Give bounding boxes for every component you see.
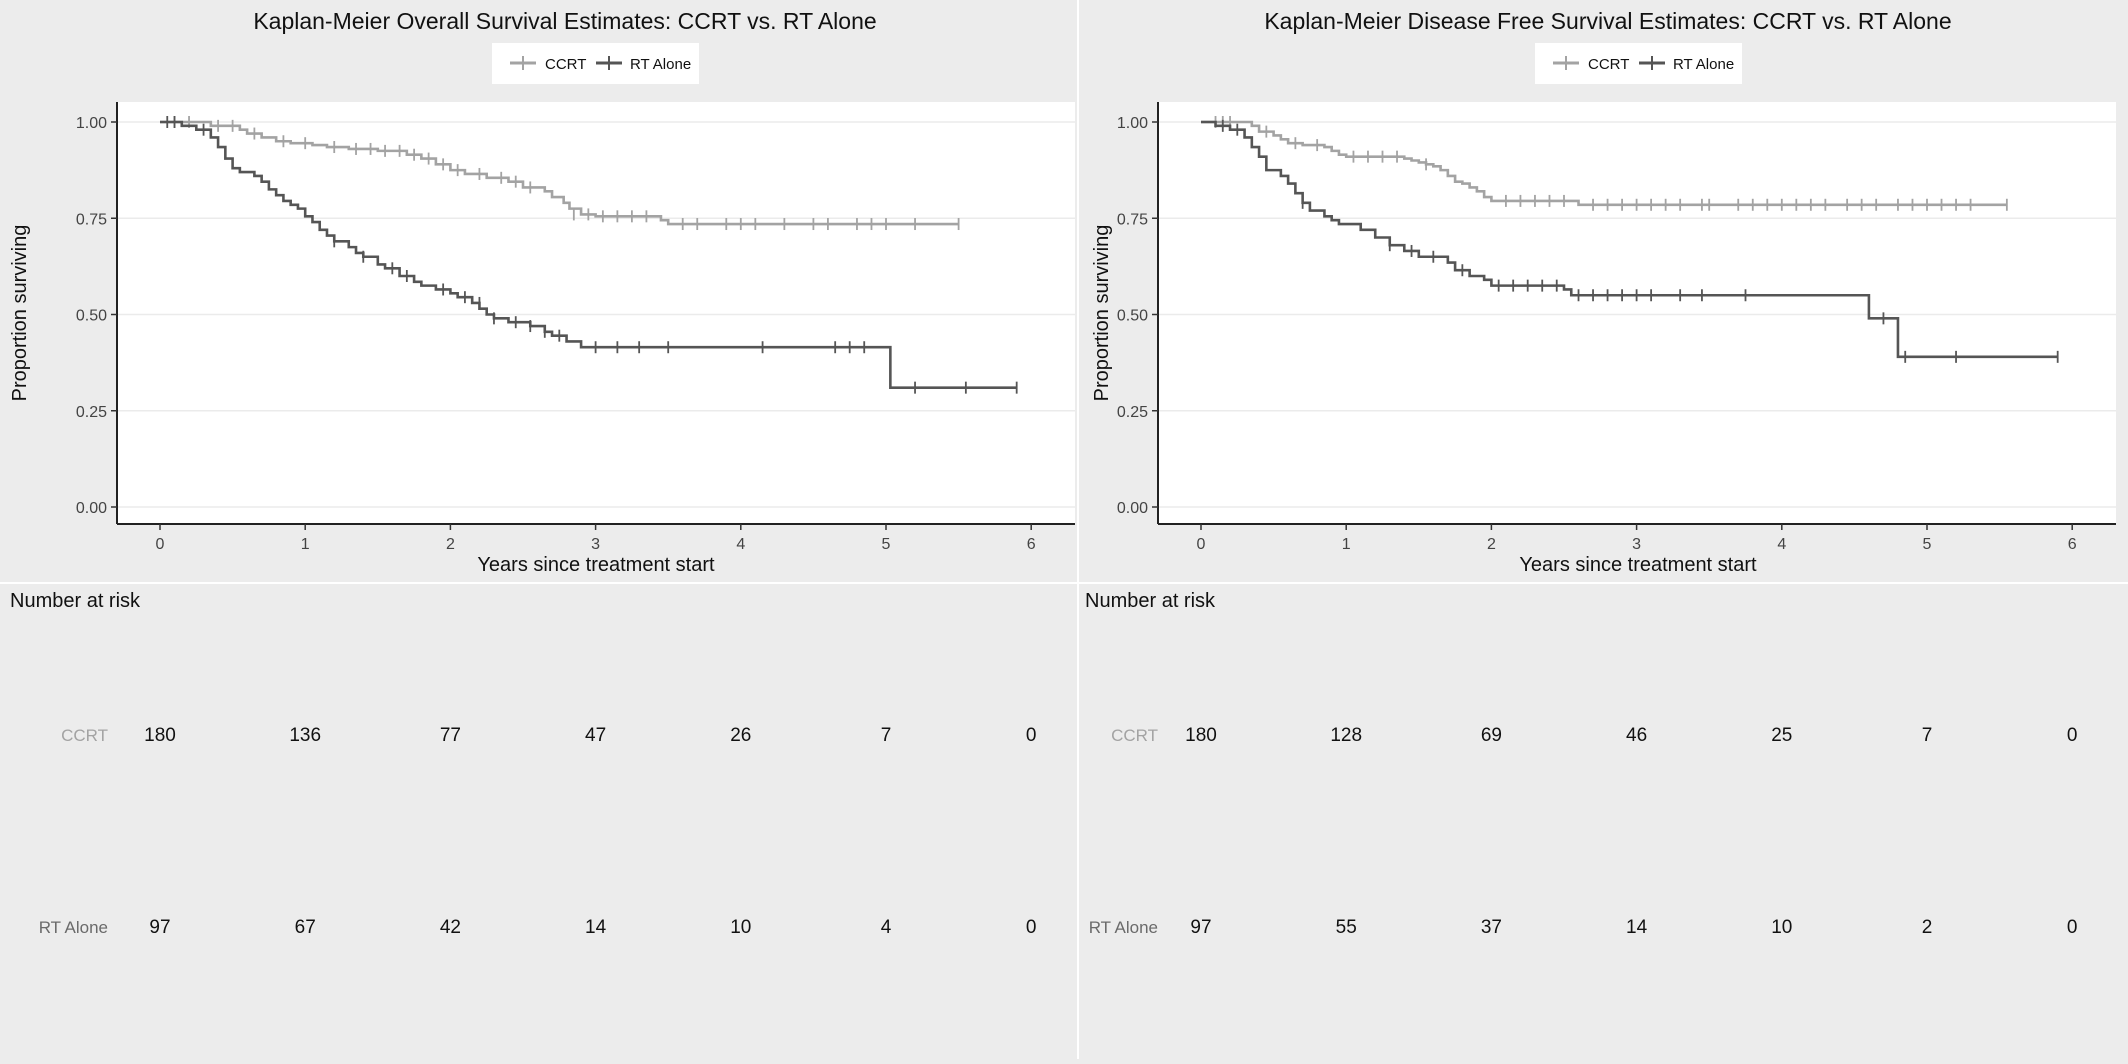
x-tick-label: 5 (1923, 536, 1932, 553)
y-axis-label: Proportion surviving (9, 225, 31, 402)
chart-title: Kaplan-Meier Disease Free Survival Estim… (1264, 8, 1951, 34)
y-tick-label: 0.50 (76, 308, 107, 325)
disease-free-survival-panel: Kaplan-Meier Disease Free Survival Estim… (1085, 8, 2116, 938)
risk-table-title: Number at risk (10, 590, 141, 612)
risk-value-rt-alone: 0 (1026, 917, 1037, 938)
legend-rt-label: RT Alone (630, 56, 691, 73)
horizontal-divider (0, 582, 2128, 584)
grid-lines (1158, 121, 2116, 508)
y-tick-label: 0.00 (76, 500, 107, 517)
x-tick-label: 1 (301, 536, 310, 553)
x-tick-label: 3 (1632, 536, 1641, 553)
risk-values: 180 128 69 46 25 7 0 97 55 37 14 10 2 0 (1185, 725, 2077, 938)
y-tick-label: 0.75 (1117, 211, 1148, 228)
y-tick-label: 0.50 (1117, 308, 1148, 325)
risk-value-rt-alone: 67 (295, 917, 316, 938)
risk-value-rt-alone: 10 (730, 917, 751, 938)
risk-value-ccrt: 128 (1330, 725, 1362, 746)
y-tick-label: 1.00 (1117, 115, 1148, 132)
risk-value-ccrt: 7 (881, 725, 892, 746)
series-line-ccrt (1201, 120, 2007, 207)
risk-row-label-ccrt: CCRT (61, 726, 108, 745)
risk-value-rt-alone: 4 (881, 917, 892, 938)
risk-table-title: Number at risk (1085, 590, 1216, 612)
legend-ccrt-label: CCRT (1588, 56, 1629, 73)
x-tick-label: 0 (1197, 536, 1206, 553)
legend-rt-label: RT Alone (1673, 56, 1734, 73)
y-tick-label: 0.00 (1117, 500, 1148, 517)
plot-area (117, 102, 1075, 524)
legend-ccrt-label: CCRT (545, 56, 586, 73)
y-tick-label: 0.25 (1117, 404, 1148, 421)
vertical-divider (1077, 0, 1079, 1059)
y-axis-label: Proportion surviving (1091, 225, 1113, 402)
risk-table: Number at risk CCRT RT Alone 180 128 69 46 2… (1085, 590, 2077, 938)
x-tick-label: 0 (156, 536, 165, 553)
risk-value-ccrt: 77 (440, 725, 461, 746)
risk-value-ccrt: 25 (1771, 725, 1792, 746)
risk-value-rt-alone: 14 (1626, 917, 1648, 938)
legend: CCRT RT Alone (492, 43, 699, 84)
y-tick-label: 0.75 (76, 211, 107, 228)
y-tick-label: 1.00 (76, 115, 107, 132)
x-tick-label: 1 (1342, 536, 1351, 553)
risk-row-label-ccrt: CCRT (1111, 726, 1158, 745)
plot-area (1158, 102, 2116, 524)
risk-value-ccrt: 0 (1026, 725, 1037, 746)
x-axis-label: Years since treatment start (477, 554, 715, 576)
risk-value-ccrt: 26 (730, 725, 751, 746)
risk-value-ccrt: 136 (289, 725, 321, 746)
risk-value-ccrt: 180 (1185, 725, 1217, 746)
x-tick-label: 4 (1777, 536, 1786, 553)
risk-value-rt-alone: 97 (1190, 917, 1211, 938)
risk-row-label-rt: RT Alone (1089, 918, 1158, 937)
risk-value-rt-alone: 55 (1336, 917, 1357, 938)
risk-value-rt-alone: 42 (440, 917, 461, 938)
series-line-rt-alone (1201, 120, 2058, 359)
risk-value-ccrt: 69 (1481, 725, 1502, 746)
risk-value-rt-alone: 2 (1922, 917, 1933, 938)
risk-value-ccrt: 180 (144, 725, 176, 746)
series-line-rt-alone (160, 120, 1017, 389)
risk-value-rt-alone: 97 (149, 917, 170, 938)
x-tick-label: 6 (1027, 536, 1036, 553)
x-tick-label: 2 (446, 536, 455, 553)
risk-value-ccrt: 47 (585, 725, 606, 746)
x-tick-label: 2 (1487, 536, 1496, 553)
legend: CCRT RT Alone (1535, 43, 1742, 84)
x-tick-label: 6 (2068, 536, 2077, 553)
series-layer (160, 116, 1018, 394)
risk-value-rt-alone: 10 (1771, 917, 1792, 938)
x-tick-label: 4 (736, 536, 745, 553)
risk-value-ccrt: 0 (2067, 725, 2078, 746)
overall-survival-panel: Kaplan-Meier Overall Survival Estimates:… (9, 8, 1075, 938)
risk-value-rt-alone: 14 (585, 917, 607, 938)
axis-ticks: 0.00 0.25 0.50 0.75 1.00 0 1 2 3 4 5 6 (1117, 115, 2077, 553)
risk-row-label-rt: RT Alone (39, 918, 108, 937)
x-tick-label: 3 (591, 536, 600, 553)
risk-table: Number at risk CCRT RT Alone 180 136 77 47 2… (10, 590, 1036, 938)
chart-title: Kaplan-Meier Overall Survival Estimates:… (253, 8, 876, 34)
x-axis-label: Years since treatment start (1519, 554, 1757, 576)
risk-value-rt-alone: 0 (2067, 917, 2078, 938)
risk-value-ccrt: 7 (1922, 725, 1933, 746)
risk-values: 180 136 77 47 26 7 0 97 67 42 14 10 4 0 (144, 725, 1036, 938)
series-layer (1201, 116, 2059, 363)
axis-ticks: 0.00 0.25 0.50 0.75 1.00 0 1 2 3 4 5 6 (76, 115, 1036, 553)
x-tick-label: 5 (882, 536, 891, 553)
risk-value-rt-alone: 37 (1481, 917, 1502, 938)
y-tick-label: 0.25 (76, 404, 107, 421)
risk-value-ccrt: 46 (1626, 725, 1647, 746)
